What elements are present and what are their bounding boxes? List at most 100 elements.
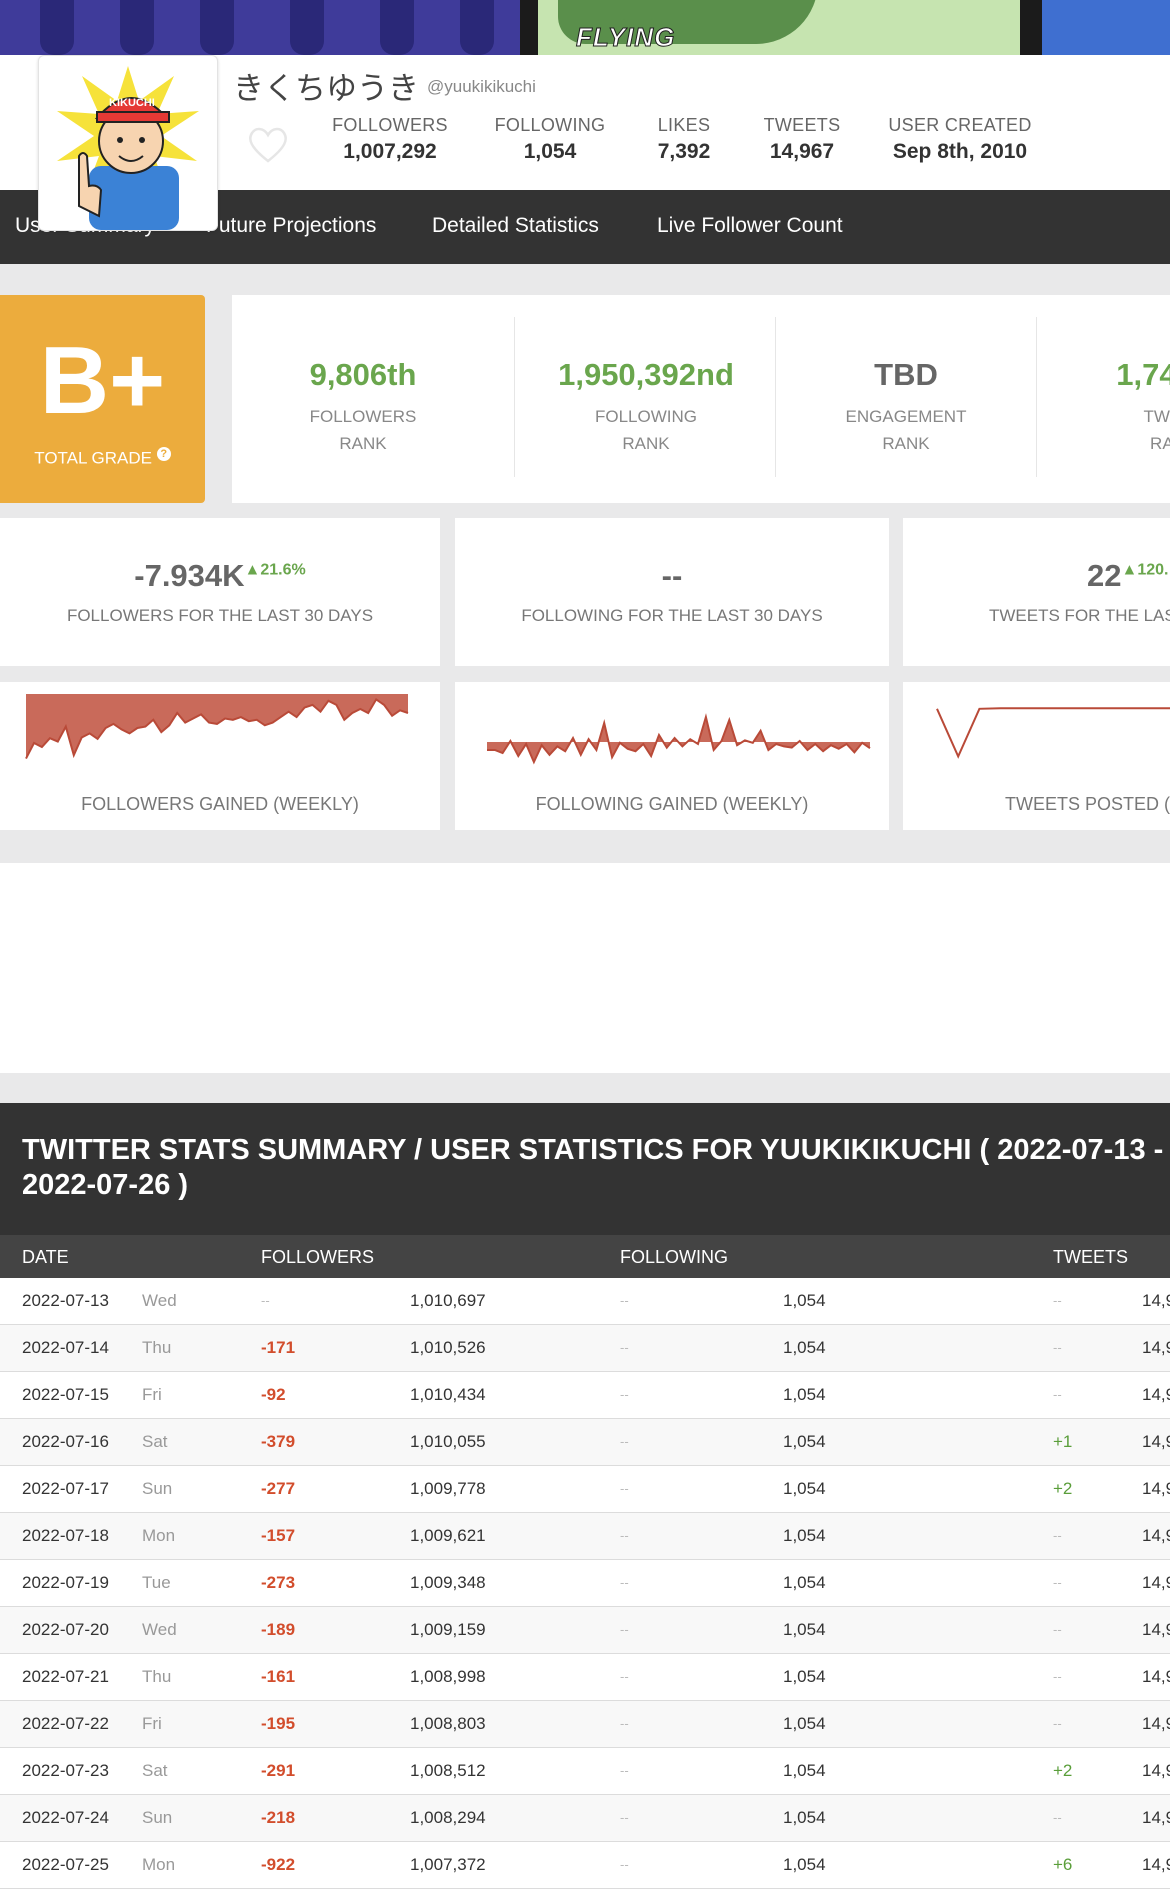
- row-date: 2022-07-16: [22, 1432, 109, 1451]
- stat-followers: FOLLOWERS 1,007,292: [332, 115, 448, 163]
- table-row: 2022-07-24 Sun -218 1,008,294 -- 1,054 -- 14,9: [0, 1795, 1170, 1842]
- heart-icon[interactable]: [246, 125, 290, 165]
- table-row: 2022-07-17 Sun -277 1,009,778 -- 1,054 +2 14,9: [0, 1466, 1170, 1513]
- row-following-change: --: [620, 1669, 629, 1684]
- profile-handle[interactable]: @yuukikikuchi: [427, 77, 536, 96]
- row-tweets: 14,9: [1142, 1526, 1170, 1545]
- table-row: 2022-07-15 Fri -92 1,010,434 -- 1,054 -- 14,9: [0, 1372, 1170, 1419]
- followers-30day-change: ▲21.6%: [244, 561, 306, 579]
- avatar[interactable]: KIKUCHI: [38, 55, 218, 231]
- table-row: 2022-07-14 Thu -171 1,010,526 -- 1,054 -- 14,9: [0, 1325, 1170, 1372]
- row-day: Wed: [142, 1291, 177, 1310]
- col-followers: FOLLOWERS: [261, 1247, 375, 1267]
- table-row: 2022-07-16 Sat -379 1,010,055 -- 1,054 +1 14,9: [0, 1419, 1170, 1466]
- row-day: Sun: [142, 1808, 173, 1827]
- help-icon[interactable]: ?: [156, 447, 171, 461]
- tweets-30day-value: 22: [1087, 558, 1122, 593]
- tweets-posted-card: TWEETS POSTED (\: [903, 682, 1170, 830]
- row-tweets: 14,9: [1142, 1432, 1170, 1451]
- stats-table-body: 2022-07-13Wed--1,010,697--1,054--14,9202…: [0, 1278, 1170, 1889]
- row-tweets-change: +2: [1053, 1479, 1073, 1498]
- row-following: 1,054: [783, 1855, 826, 1874]
- row-followers: 1,009,348: [410, 1573, 486, 1592]
- row-following-change: --: [620, 1481, 629, 1496]
- row-following-change: --: [620, 1434, 629, 1449]
- row-tweets: 14,9: [1142, 1761, 1170, 1780]
- row-tweets-change: +1: [1053, 1432, 1073, 1451]
- row-date: 2022-07-13: [22, 1291, 109, 1310]
- row-day: Fri: [142, 1714, 162, 1733]
- row-followers: 1,009,621: [410, 1526, 486, 1545]
- row-tweets: 14,9: [1142, 1855, 1170, 1874]
- table-row: 2022-07-23 Sat -291 1,008,512 -- 1,054 +2 14,9: [0, 1748, 1170, 1795]
- total-grade-card: B+ TOTAL GRADE ?: [0, 295, 205, 503]
- following-gained-card: FOLLOWING GAINED (WEEKLY): [455, 682, 889, 830]
- row-tweets-change: +2: [1053, 1761, 1073, 1780]
- row-tweets-change: --: [1053, 1716, 1062, 1731]
- sparkline-line: [936, 707, 1170, 759]
- row-following-change: --: [620, 1528, 629, 1543]
- stat-tweets: TWEETS 14,967: [763, 115, 841, 163]
- avatar-cap-text: KIKUCHI: [109, 97, 155, 109]
- row-tweets: 14,9: [1142, 1291, 1170, 1310]
- tab-detailed-statistics[interactable]: Detailed Statistics: [432, 214, 599, 237]
- row-following: 1,054: [783, 1338, 826, 1357]
- row-following-change: --: [620, 1387, 629, 1402]
- table-row: 2022-07-21 Thu -161 1,008,998 -- 1,054 -- 14,9: [0, 1654, 1170, 1701]
- row-following-change: --: [620, 1716, 629, 1731]
- stat-following: FOLLOWING 1,054: [494, 115, 606, 163]
- row-tweets: 14,9: [1142, 1714, 1170, 1733]
- banner-text: FLYING: [575, 22, 676, 53]
- row-following: 1,054: [783, 1526, 826, 1545]
- sparkline-line: [25, 697, 409, 760]
- row-followers: 1,008,803: [410, 1714, 486, 1733]
- row-day: Sat: [142, 1761, 168, 1780]
- row-followers-change: -273: [261, 1573, 296, 1592]
- col-tweets: TWEETS: [1053, 1247, 1128, 1267]
- tab-live-follower-count[interactable]: Live Follower Count: [657, 214, 843, 237]
- row-followers-change: -171: [261, 1338, 296, 1357]
- rank-followers: 9,806th FOLLOWERS RANK: [309, 357, 417, 453]
- row-followers-change: -189: [261, 1620, 296, 1639]
- row-followers: 1,009,159: [410, 1620, 486, 1639]
- row-tweets-change: --: [1053, 1340, 1062, 1355]
- row-date: 2022-07-17: [22, 1479, 109, 1498]
- row-date: 2022-07-22: [22, 1714, 109, 1733]
- followers-30day-card: -7.934K▲21.6% FOLLOWERS FOR THE LAST 30 …: [0, 518, 440, 666]
- row-tweets: 14,9: [1142, 1808, 1170, 1827]
- row-following: 1,054: [783, 1291, 826, 1310]
- row-following-change: --: [620, 1622, 629, 1637]
- row-following-change: --: [620, 1340, 629, 1355]
- stats-summary-title: TWITTER STATS SUMMARY / USER STATISTICS …: [22, 1134, 1164, 1201]
- rank-engagement: TBD ENGAGEMENT RANK: [845, 357, 967, 453]
- row-followers-change: --: [261, 1293, 270, 1308]
- row-tweets-change: --: [1053, 1810, 1062, 1825]
- row-date: 2022-07-20: [22, 1620, 109, 1639]
- row-tweets-change: --: [1053, 1575, 1062, 1590]
- row-day: Sun: [142, 1479, 173, 1498]
- row-following: 1,054: [783, 1385, 826, 1404]
- row-following-change: --: [620, 1763, 629, 1778]
- rank-tweets: 1,747,0TWEERAN: [1116, 357, 1170, 453]
- row-day: Wed: [142, 1620, 177, 1639]
- profile-header: KIKUCHI きくちゆうき @yuukikikuchi FOLLOWERS 1,…: [0, 55, 1170, 231]
- row-day: Mon: [142, 1855, 176, 1874]
- grade-label: TOTAL GRADE: [34, 448, 153, 468]
- followers-gained-sparkline: [25, 694, 409, 760]
- row-following: 1,054: [783, 1714, 826, 1733]
- tab-future-projections[interactable]: Future Projections: [206, 214, 377, 237]
- sparkline-line: [487, 713, 871, 765]
- row-day: Mon: [142, 1526, 176, 1545]
- row-tweets: 14,9: [1142, 1385, 1170, 1404]
- sparkline-area: [487, 717, 870, 762]
- row-date: 2022-07-19: [22, 1573, 109, 1592]
- row-date: 2022-07-15: [22, 1385, 109, 1404]
- followers-gained-caption: FOLLOWERS GAINED (WEEKLY): [81, 794, 359, 814]
- row-date: 2022-07-24: [22, 1808, 109, 1827]
- row-tweets-change: +6: [1053, 1855, 1073, 1874]
- row-date: 2022-07-23: [22, 1761, 109, 1780]
- row-followers: 1,010,434: [410, 1385, 486, 1404]
- row-following-change: --: [620, 1293, 629, 1308]
- tweets-30day-caption: TWEETS FOR THE LAST: [989, 606, 1170, 625]
- tweets-posted-sparkline: [936, 707, 1170, 759]
